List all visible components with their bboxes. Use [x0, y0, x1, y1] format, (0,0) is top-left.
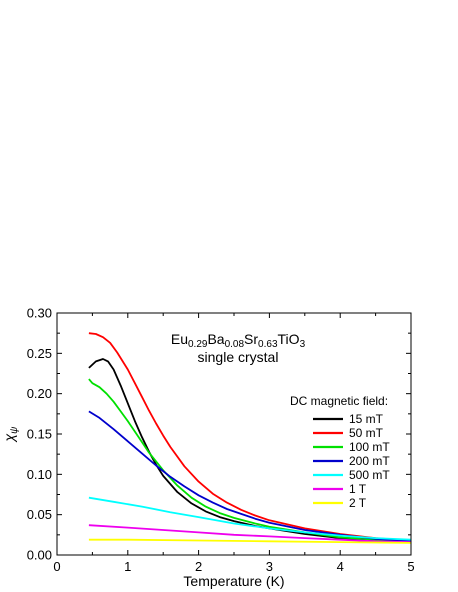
- formula-part: 0.29: [188, 339, 208, 350]
- legend-entry: 15 mT: [349, 412, 384, 426]
- y-tick-label: 0.15: [27, 427, 52, 442]
- formula-part: TiO: [278, 331, 300, 347]
- x-tick-label: 0: [53, 559, 60, 574]
- formula-part: 3: [300, 339, 306, 350]
- formula-part: Sr: [244, 331, 258, 347]
- y-axis-label: χψ: [1, 426, 20, 444]
- legend-entry: 50 mT: [349, 426, 384, 440]
- x-tick-label: 4: [337, 559, 344, 574]
- series-lines: [88, 332, 412, 544]
- legend-entry: 200 mT: [349, 454, 390, 468]
- y-axis-label-main: χ: [1, 433, 17, 443]
- series-line-2-t: [88, 538, 412, 544]
- x-tick-label: 5: [407, 559, 414, 574]
- y-tick-label: 0.25: [27, 346, 52, 361]
- series-line-500-mt: [88, 496, 412, 541]
- x-tick-label: 2: [195, 559, 202, 574]
- formula-part: Eu: [171, 331, 188, 347]
- axis-ticks: [56, 312, 412, 556]
- x-axis-label: Temperature (K): [183, 573, 284, 589]
- legend-entry: 1 T: [349, 482, 367, 496]
- y-tick-label: 0.20: [27, 386, 52, 401]
- series-line-200-mt: [88, 410, 412, 543]
- x-tick-label: 1: [124, 559, 131, 574]
- legend-title: DC magnetic field:: [290, 394, 388, 408]
- series-line-1-t: [88, 524, 412, 543]
- y-tick-label: 0.05: [27, 507, 52, 522]
- sample-description: single crystal: [198, 349, 279, 365]
- sample-formula: Eu0.29Ba0.08Sr0.63TiO3: [171, 331, 306, 350]
- series-line-50-mt: [88, 332, 412, 543]
- formula-part: Ba: [207, 331, 224, 347]
- y-tick-label: 0.30: [27, 306, 52, 321]
- legend-entry: 100 mT: [349, 440, 390, 454]
- y-axis-label-sub: ψ: [9, 426, 20, 434]
- formula-part: 0.63: [258, 339, 278, 350]
- y-tick-label: 0.10: [27, 467, 52, 482]
- tick-labels: 0 1 2 3 4 5 0.00 0.05 0.10 0.15 0.20 0.25 0.30: [27, 306, 415, 575]
- legend-entry: 500 mT: [349, 468, 390, 482]
- legend-entry: 2 T: [349, 496, 367, 510]
- x-tick-label: 3: [266, 559, 273, 574]
- formula-part: 0.08: [225, 339, 245, 350]
- y-tick-label: 0.00: [27, 548, 52, 563]
